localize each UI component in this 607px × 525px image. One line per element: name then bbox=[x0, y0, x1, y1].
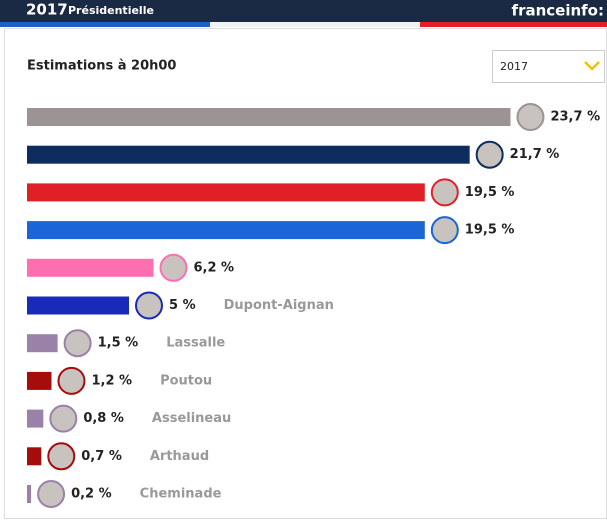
candidate-photo bbox=[57, 366, 86, 395]
bar bbox=[27, 371, 52, 390]
value-label: 6,2 % bbox=[193, 260, 234, 275]
candidate-photo bbox=[47, 442, 76, 471]
flag-white bbox=[210, 22, 420, 27]
candidate-photo bbox=[516, 103, 545, 131]
value-label: 1,2 % bbox=[91, 373, 132, 388]
candidate-photo bbox=[159, 253, 188, 282]
bar bbox=[27, 296, 129, 315]
candidate-photo bbox=[63, 329, 92, 358]
candidate-name: Poutou bbox=[160, 373, 212, 388]
header-title: Présidentielle bbox=[68, 4, 154, 17]
bar bbox=[27, 108, 511, 126]
candidate-name: Lassalle bbox=[166, 336, 225, 351]
value-label: 1,5 % bbox=[98, 336, 139, 351]
value-label: 0,7 % bbox=[81, 449, 122, 464]
candidate-name: Dupont-Aignan bbox=[224, 298, 334, 313]
bar bbox=[27, 447, 42, 466]
candidate-name: Arthaud bbox=[150, 449, 209, 464]
candidate-photo bbox=[37, 480, 66, 508]
select-chevron bbox=[584, 61, 600, 71]
candidate-photo bbox=[475, 140, 504, 169]
bar bbox=[27, 334, 58, 353]
header-year: 2017 bbox=[26, 1, 68, 19]
bar bbox=[27, 145, 470, 164]
header-bar bbox=[0, 0, 607, 22]
bar bbox=[27, 221, 425, 240]
bar bbox=[27, 409, 44, 428]
candidate-name: Asselineau bbox=[152, 411, 231, 426]
candidate-name: Cheminade bbox=[140, 487, 222, 502]
year-select-label: 2017 bbox=[500, 60, 528, 73]
flag-blue bbox=[0, 22, 210, 27]
value-label: 23,7 % bbox=[550, 110, 600, 125]
candidate-photo bbox=[49, 404, 78, 433]
candidate-photo bbox=[135, 291, 163, 320]
value-label: 0,2 % bbox=[71, 487, 112, 502]
bar bbox=[27, 258, 154, 277]
value-label: 5 % bbox=[169, 298, 196, 313]
bar bbox=[27, 485, 32, 503]
flag-red bbox=[420, 22, 607, 27]
bar bbox=[27, 183, 425, 202]
value-label: 0,8 % bbox=[83, 411, 124, 426]
year-select[interactable] bbox=[492, 50, 605, 83]
candidate-photo bbox=[430, 178, 459, 207]
chart-title: Estimations à 20h00 bbox=[27, 59, 176, 74]
brand: franceinfo: bbox=[512, 2, 604, 20]
value-label: 19,5 % bbox=[465, 185, 515, 200]
value-label: 21,7 % bbox=[510, 147, 560, 162]
candidate-photo bbox=[430, 216, 459, 245]
value-label: 19,5 % bbox=[465, 223, 515, 238]
